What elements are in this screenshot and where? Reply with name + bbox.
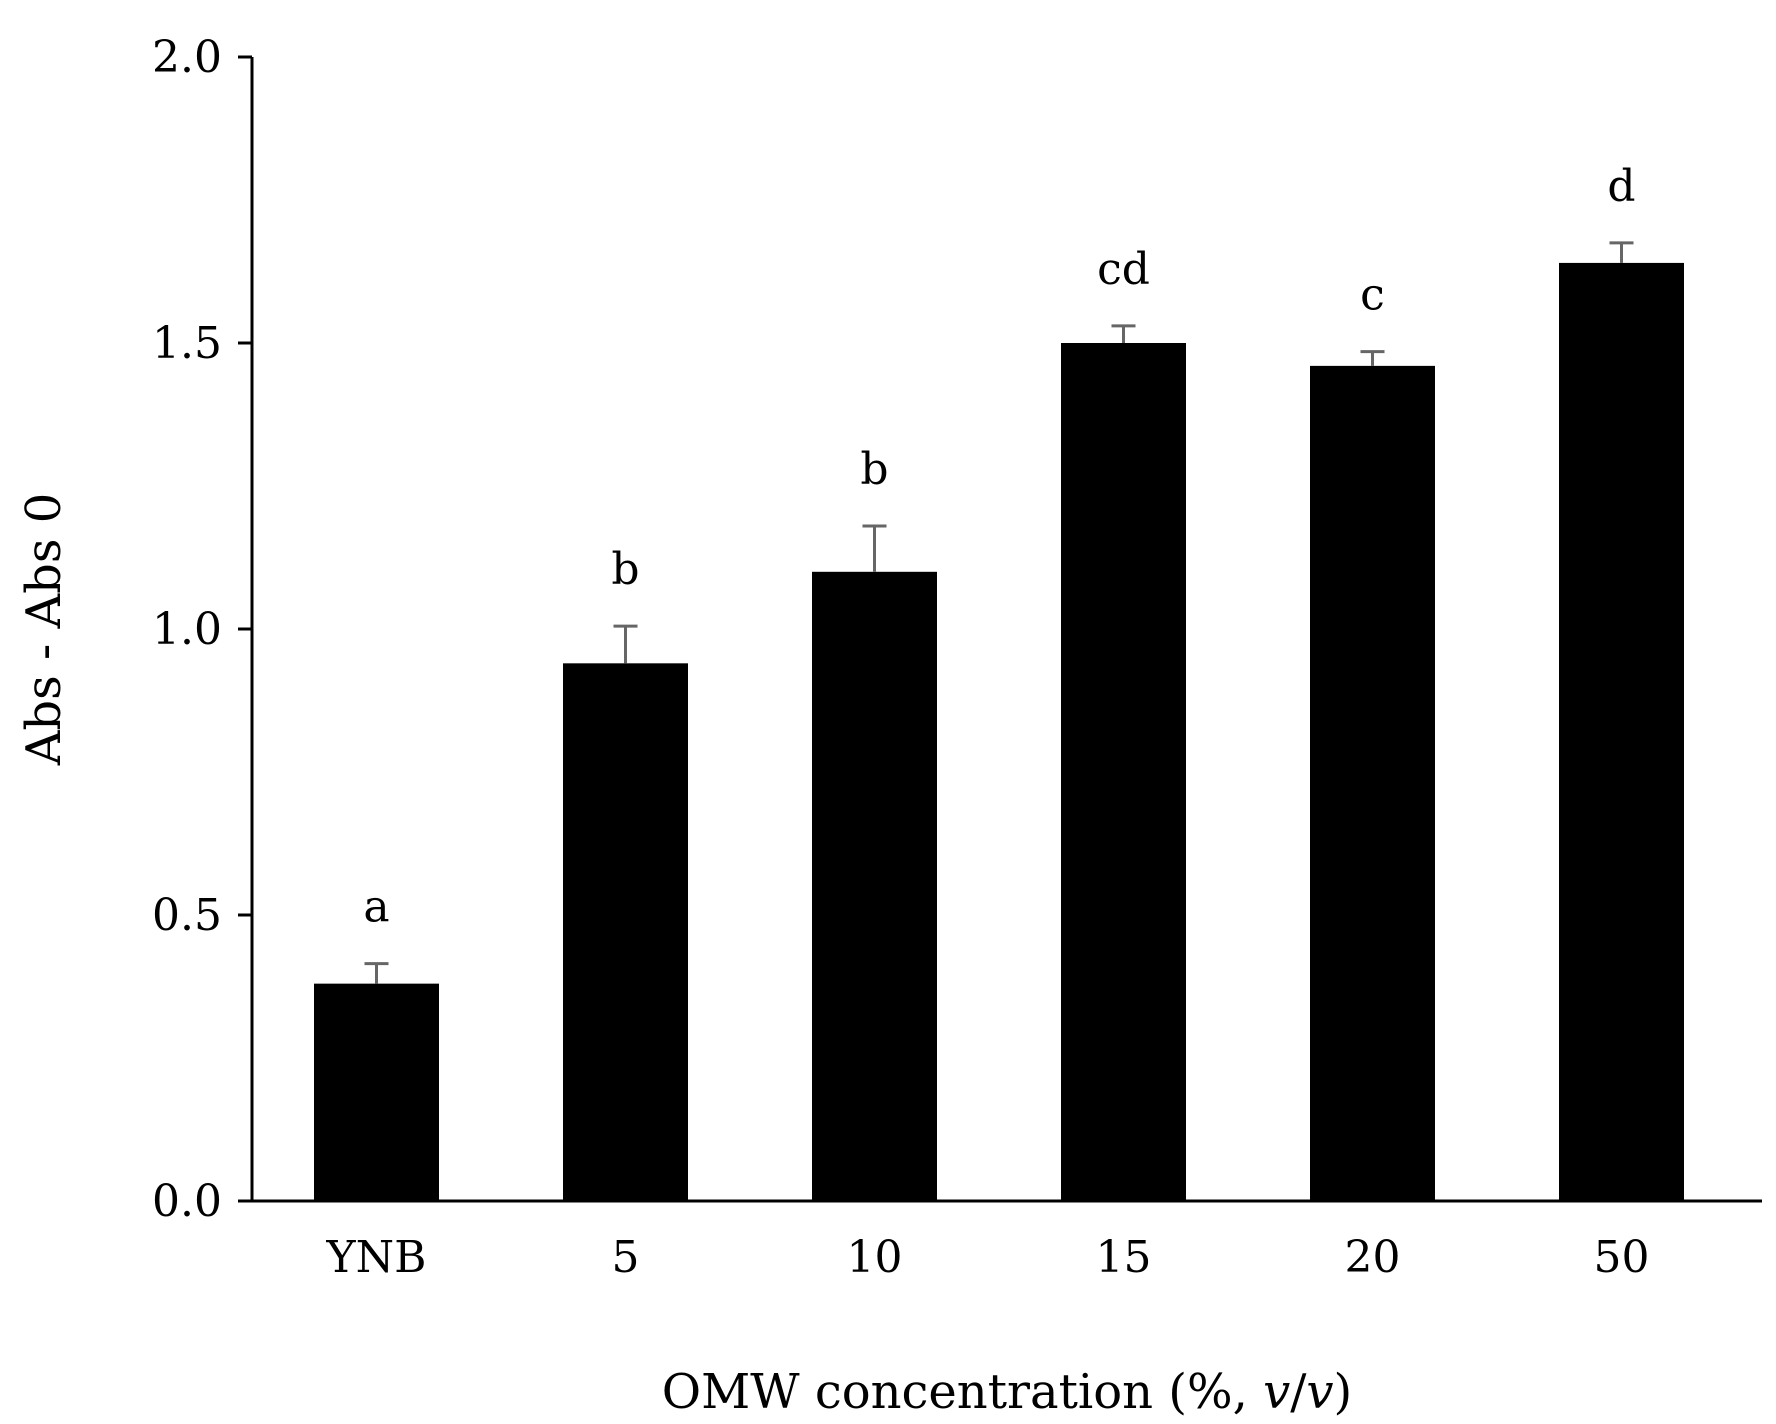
x-axis-title-prefix: OMW concentration (%, — [662, 1364, 1263, 1420]
x-tick-label-2: 10 — [847, 1232, 903, 1283]
significance-label-5: d — [1607, 161, 1635, 212]
bar-0 — [314, 983, 439, 1201]
significance-label-3: cd — [1097, 244, 1150, 295]
x-tick-label-4: 20 — [1345, 1232, 1401, 1283]
bar-4 — [1310, 365, 1435, 1201]
bar-5 — [1559, 262, 1684, 1201]
significance-label-0: a — [363, 882, 389, 933]
bars-group — [314, 262, 1684, 1201]
bar-1 — [563, 663, 688, 1201]
x-tick-label-5: 50 — [1594, 1232, 1650, 1283]
x-axis-title-slash: / — [1290, 1364, 1307, 1420]
x-axis-title-italic-2: v — [1306, 1364, 1333, 1420]
x-tick-label-3: 15 — [1096, 1232, 1152, 1283]
x-tick-label-1: 5 — [612, 1232, 640, 1283]
significance-label-4: c — [1360, 270, 1385, 321]
y-tick-label-1: 0.5 — [152, 890, 222, 941]
significance-label-2: b — [860, 444, 888, 495]
significance-label-1: b — [611, 544, 639, 595]
error-bars-group — [364, 241, 1634, 984]
y-tick-label-4: 2.0 — [152, 32, 222, 83]
y-tick-label-2: 1.0 — [152, 604, 222, 655]
y-axis-title: Abs - Abs 0 — [16, 493, 72, 767]
x-axis-title-italic-1: v — [1263, 1364, 1290, 1420]
y-tick-label-0: 0.0 — [152, 1176, 222, 1227]
bar-2 — [812, 571, 937, 1201]
y-tick-label-3: 1.5 — [152, 318, 222, 369]
x-axis-tick-labels: YNB 5 10 15 20 50 — [326, 1232, 1650, 1283]
y-axis-ticks: 0.0 0.5 1.0 1.5 2.0 — [152, 32, 252, 1227]
x-axis-title: OMW concentration (%, v/v) — [662, 1364, 1353, 1420]
x-axis-title-suffix: ) — [1334, 1364, 1353, 1420]
bar-3 — [1061, 343, 1186, 1201]
x-tick-label-0: YNB — [326, 1232, 427, 1283]
